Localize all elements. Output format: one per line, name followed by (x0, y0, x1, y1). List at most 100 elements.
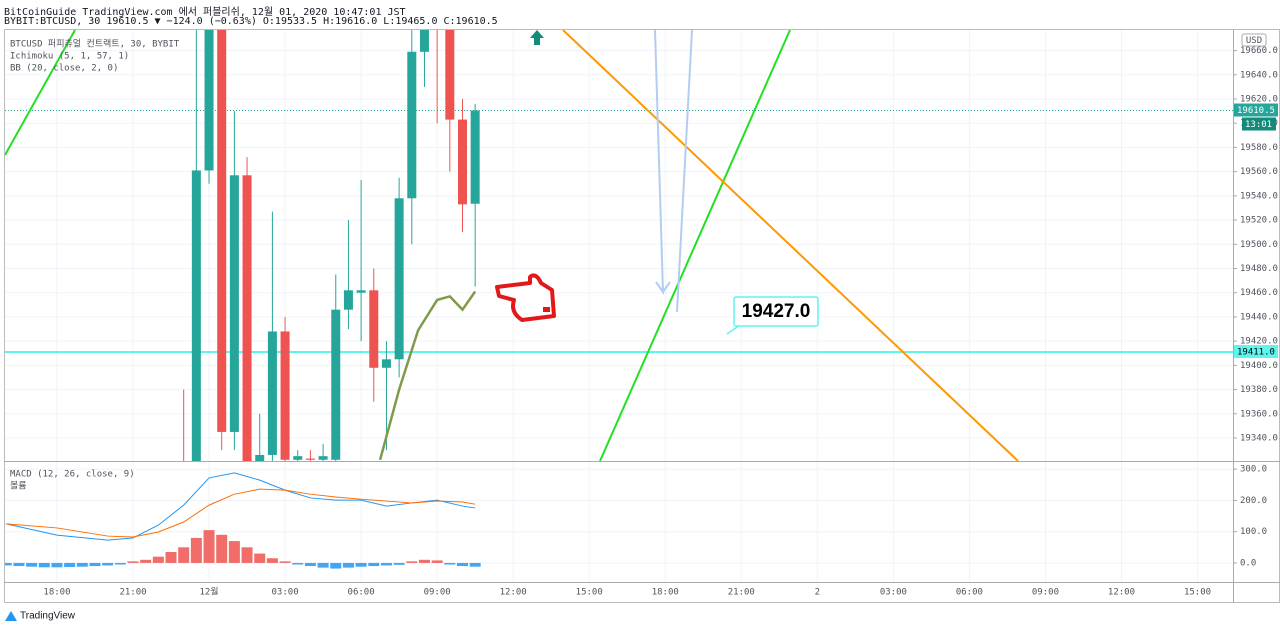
histogram-bar (368, 562, 380, 567)
histogram-bar (380, 562, 392, 566)
candle-body (381, 359, 391, 368)
candle-body (293, 456, 303, 460)
callout-box (733, 296, 819, 327)
candle-body (470, 110, 480, 204)
candle-body (255, 454, 265, 461)
histogram-bar (304, 562, 316, 567)
arrow (676, 30, 693, 313)
arrow (662, 281, 671, 293)
histogram-bar (5, 562, 12, 566)
histogram-bar (317, 562, 329, 568)
y-tick-label: 19380.0 (1240, 385, 1278, 395)
y-tick-label: 200.0 (1240, 496, 1267, 506)
candle-body (280, 331, 290, 460)
trend-line (562, 30, 1019, 461)
currency: USD (1246, 36, 1262, 46)
x-tick-label: 06:00 (956, 588, 983, 598)
candle-body (242, 175, 252, 461)
candle-body (305, 458, 315, 460)
candle-body (204, 30, 214, 171)
header-title: BitCoinGuide TradingView.com 에서 퍼블리쉬, 12… (4, 7, 406, 18)
x-tick-label: 2 (815, 588, 820, 598)
x-tick-label: 15:00 (1184, 588, 1211, 598)
histogram-bar (292, 562, 304, 565)
candle-body (318, 456, 328, 460)
histogram-bar (26, 562, 38, 567)
x-tick-label: 18:00 (43, 588, 70, 598)
hline-label-box (1234, 345, 1278, 359)
histogram-bar (140, 559, 152, 563)
histogram-bar (456, 562, 468, 567)
histogram-bar (178, 547, 190, 563)
logo-icon (5, 611, 17, 621)
countdown-box (1242, 117, 1276, 131)
histogram-bar (152, 556, 164, 563)
candle-body (217, 30, 227, 432)
x-tick-label: 21:00 (728, 588, 755, 598)
histogram-bar (444, 562, 456, 565)
macd-line (6, 472, 476, 541)
histogram-bar (330, 562, 342, 569)
y-tick-label: 19340.0 (1240, 433, 1278, 443)
histogram-bar (102, 562, 114, 566)
histogram-bar (64, 562, 76, 567)
candle-body (457, 119, 467, 205)
candle-body (267, 331, 277, 455)
histogram-bar (114, 562, 126, 565)
legend-item: 볼륨 (10, 481, 27, 492)
currency-box (1241, 33, 1267, 47)
candle-body (343, 290, 353, 310)
x-tick-label: 12:00 (500, 588, 527, 598)
legend-item: Ichimoku (5, 1, 57, 1) (10, 52, 129, 62)
candle-body (407, 51, 417, 199)
y-tick-label: 0.0 (1240, 558, 1256, 568)
candle-body (445, 30, 455, 120)
histogram-bar (266, 558, 278, 563)
arrow (654, 30, 665, 296)
histogram-bar (241, 547, 253, 563)
histogram-bar (13, 562, 25, 567)
candle-body (179, 474, 188, 486)
histogram-bar (355, 562, 367, 567)
x-tick-label: 21:00 (119, 588, 146, 598)
x-tick-label: 09:00 (424, 588, 451, 598)
legend-item: BB (20, close, 2, 0) (10, 64, 118, 74)
trend-line (5, 30, 76, 156)
candle-body (331, 309, 341, 460)
x-tick-label: 09:00 (1032, 588, 1059, 598)
histogram-bar (38, 562, 50, 568)
y-tick-label: 19420.0 (1240, 337, 1278, 347)
histogram-bar (418, 559, 430, 563)
histogram-bar (89, 562, 101, 567)
y-tick-label: 19440.0 (1240, 312, 1278, 322)
macd-line (6, 488, 476, 538)
candle-body (229, 175, 239, 432)
y-tick-label: 19640.0 (1240, 70, 1278, 80)
candle-body (191, 170, 201, 461)
y-tick-label: 19520.0 (1240, 216, 1278, 226)
y-tick-label: 19360.0 (1240, 409, 1278, 419)
y-tick-label: 19620.0 (1240, 95, 1278, 105)
up-arrow (530, 30, 544, 45)
histogram-bar (342, 562, 354, 568)
histogram-bar (190, 537, 202, 563)
x-tick-label: 12월 (199, 586, 218, 598)
price-label: 19610.5 (1237, 106, 1275, 116)
y-tick-label: 19400.0 (1240, 361, 1278, 371)
histogram-bar (165, 552, 177, 563)
candle-body (369, 290, 379, 368)
candle-body (356, 290, 366, 293)
logo: TradingView (20, 611, 76, 622)
trend-line (599, 30, 791, 461)
y-tick-label: 19500.0 (1240, 240, 1278, 250)
x-tick-label: 03:00 (272, 588, 299, 598)
y-tick-label: 19480.0 (1240, 264, 1278, 274)
histogram-bar (216, 534, 228, 563)
histogram-bar (469, 562, 481, 567)
x-tick-label: 03:00 (880, 588, 907, 598)
y-tick-label: 100.0 (1240, 527, 1267, 537)
x-tick-label: 12:00 (1108, 588, 1135, 598)
histogram-bar (406, 561, 418, 563)
x-tick-label: 15:00 (576, 588, 603, 598)
